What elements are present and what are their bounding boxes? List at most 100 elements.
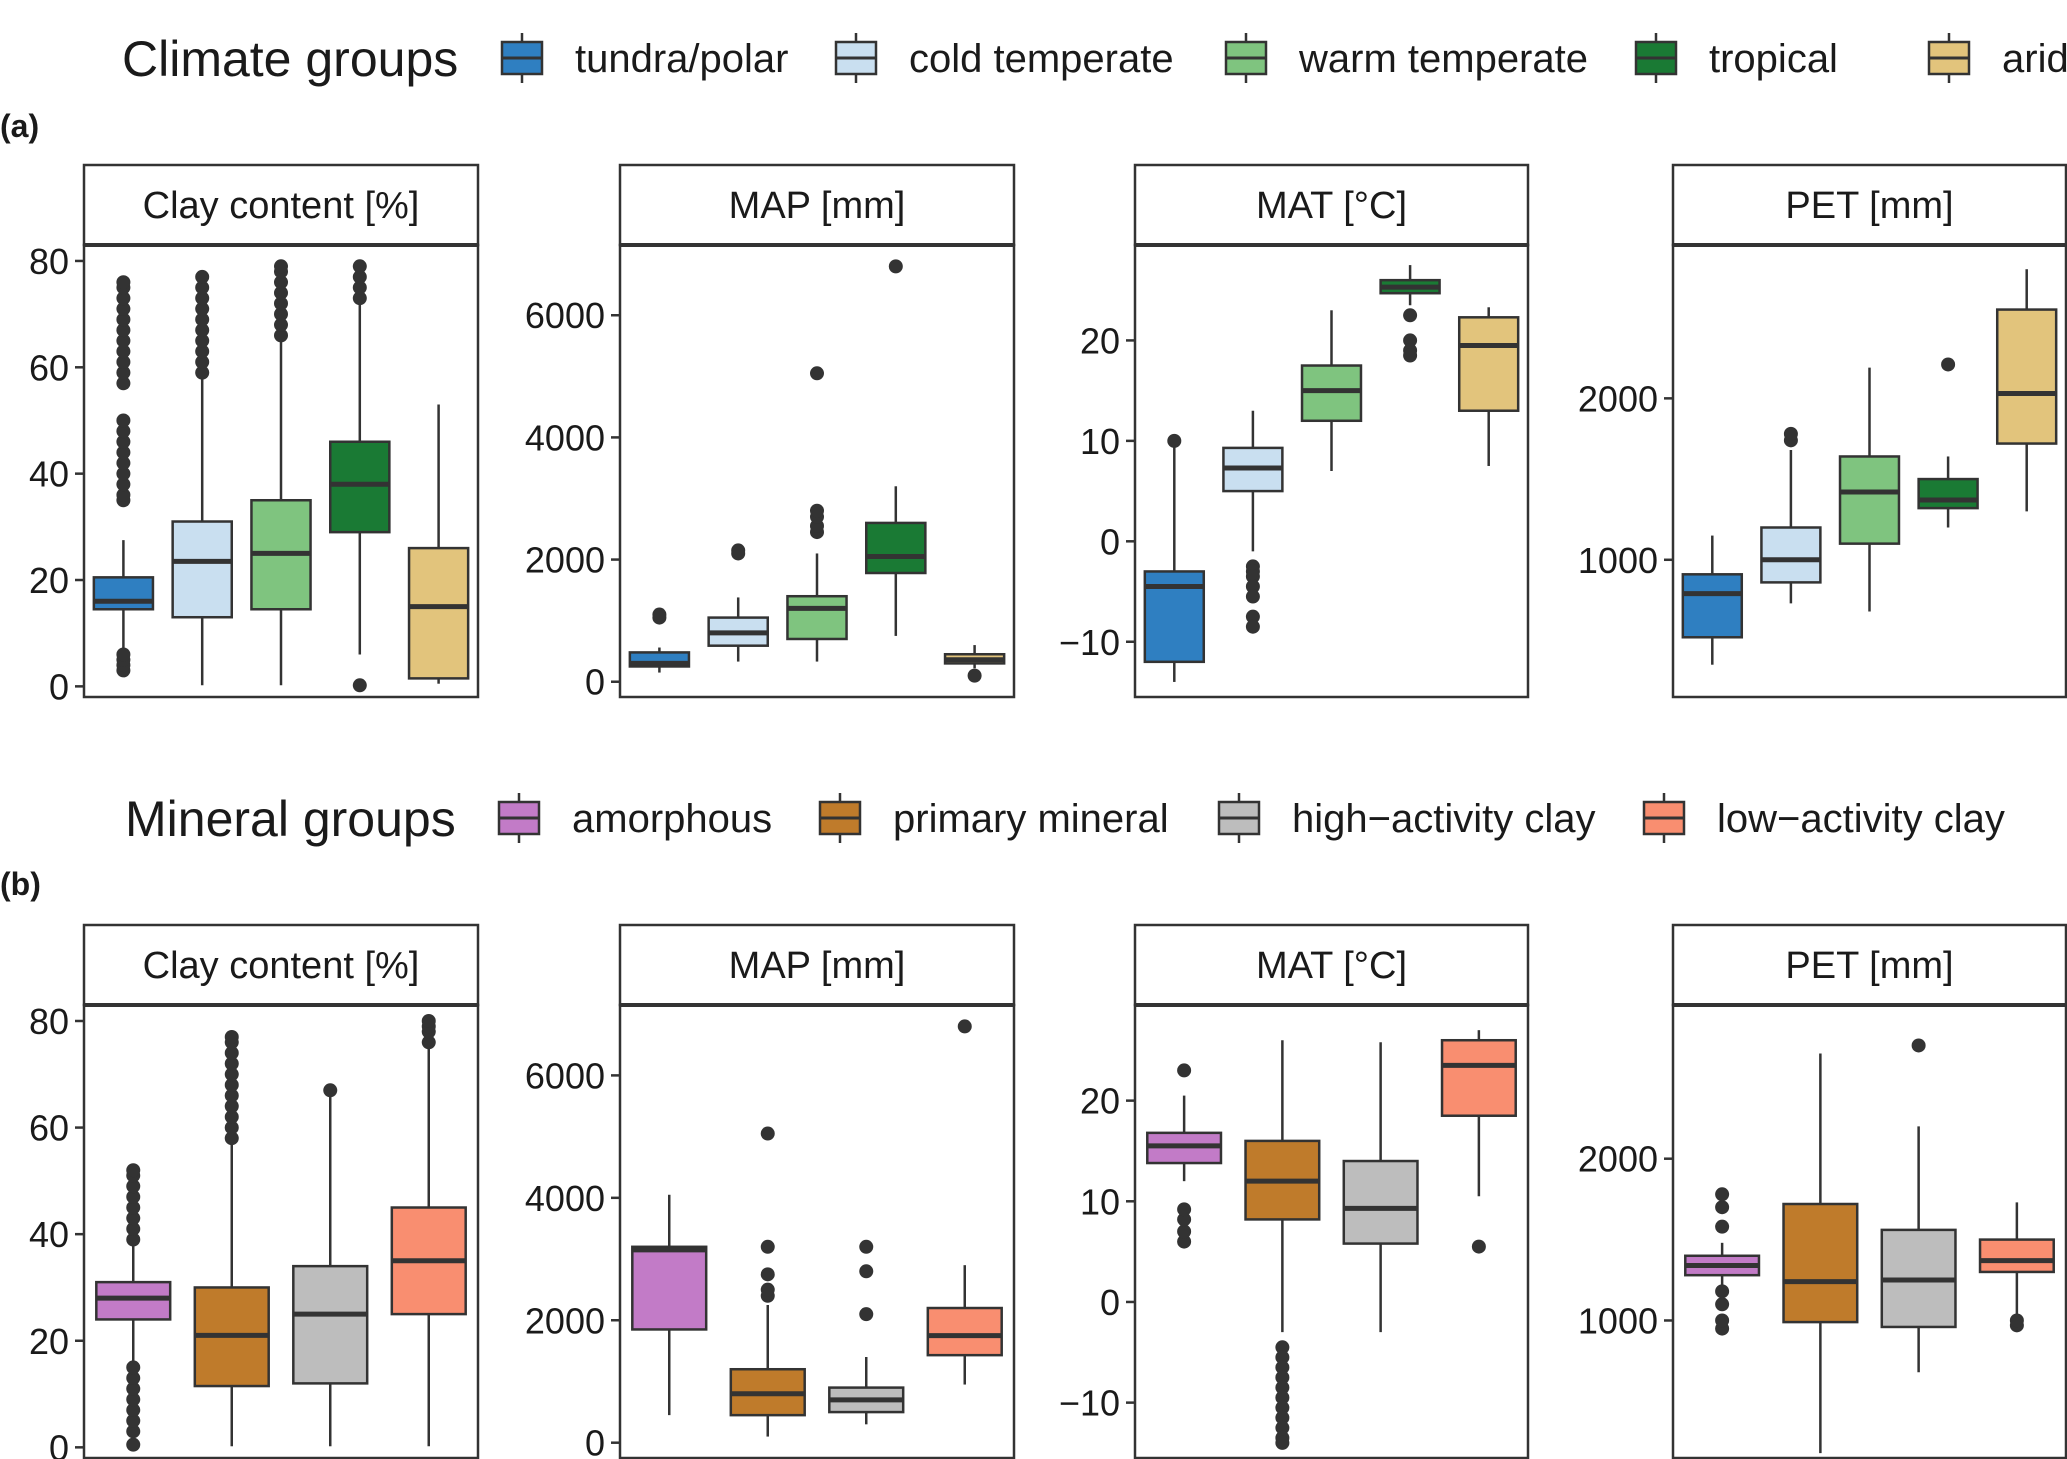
outlier-point [1275,1360,1290,1375]
outlier-point [1275,1390,1290,1405]
box-arid [407,404,470,684]
iqr-box [1300,364,1363,423]
box-primary-mineral [1782,1053,1859,1454]
box-low-activity-clay [926,1019,1003,1385]
facet-strip [1671,163,2067,247]
y-tick-label: 0 [585,662,605,703]
box-cold-temperate [1222,410,1284,634]
facet-map-mm: MAP [mm] 0 2000 4000 6000 [525,923,1016,1459]
legend-label-high-activity-clay: high−activity clay [1292,797,1595,841]
outlier-point [888,259,903,274]
climate-groups-legend: Climate groups tundra/polar cold temperate… [122,31,2067,87]
box-tropical [329,259,391,693]
iqr-box [292,1264,369,1385]
legend-label-cold-temperate: cold temperate [909,37,1174,81]
outlier-point [323,1083,338,1098]
outlier-point [224,1067,239,1082]
box-high-activity-clay [292,1083,369,1447]
outlier-point [116,365,131,380]
outlier-point [224,1099,239,1114]
outlier-point [1783,426,1798,441]
box-primary-mineral [193,1029,270,1447]
outlier-point [195,291,210,306]
outlier-point [116,647,131,662]
outlier-point [1403,348,1418,363]
legend-key-low-activity-clay [1642,793,1686,843]
facet-clay-content: Clay content [%] 0 20 40 60 80 [29,923,480,1459]
box-tropical [1917,357,1979,528]
box-high-activity-clay [828,1239,905,1425]
outlier-point [116,323,131,338]
box-tundra-polar [92,275,155,678]
iqr-box [786,594,848,641]
outlier-point [1275,1435,1290,1450]
outlier-point [116,456,131,471]
facet-title: MAP [mm] [729,185,906,227]
iqr-box [926,1306,1003,1357]
box-primary-mineral [1244,1040,1321,1450]
facet-title: MAP [mm] [729,945,906,987]
outlier-point [224,1077,239,1092]
outlier-point [116,487,131,502]
outlier-point [352,678,367,693]
outlier-point [126,1163,141,1178]
legend-label-low-activity-clay: low−activity clay [1717,797,2005,841]
box-low-activity-clay [390,1013,467,1447]
legend-key-tundra-polar [500,33,544,83]
facet-title: Clay content [%] [143,945,420,987]
outlier-point [810,366,824,381]
outlier-point [859,1264,874,1279]
box-arid [943,645,1006,683]
box-amorphous [95,1163,172,1452]
facet-strip [1133,923,1530,1007]
y-tick-label: 0 [49,666,69,707]
iqr-box [95,1280,172,1321]
box-cold-temperate [171,269,233,686]
outlier-point [352,280,367,295]
outlier-point [1275,1420,1290,1435]
y-tick-label: 2000 [1578,1139,1658,1180]
box-low-activity-clay [1978,1202,2055,1333]
outlier-point [224,1088,239,1103]
iqr-box [1760,526,1822,584]
facet-pet-mm: PET [mm] 1000 2000 [1578,923,2067,1459]
y-tick-label: 1000 [1578,540,1658,581]
y-tick-label: −10 [1059,1383,1120,1424]
outlier-point [1177,1234,1192,1249]
outlier-point [1245,569,1260,584]
iqr-box [1978,1238,2055,1274]
mineral-groups-panels: Clay content [%] 0 20 40 60 80 MAP [mm] 0 2000 40… [29,923,2067,1459]
outlier-point [224,1029,239,1044]
y-tick-label: 20 [29,1321,69,1362]
iqr-box [1440,1038,1517,1117]
outlier-point [421,1035,436,1050]
iqr-box [407,546,470,680]
y-tick-label: 6000 [525,1055,605,1096]
facet-strip [618,163,1016,247]
outlier-point [126,1221,141,1236]
iqr-box [92,576,155,611]
outlier-point [1471,1239,1486,1254]
outlier-point [1245,619,1260,634]
outlier-point [126,1437,141,1452]
outlier-point [126,1371,141,1386]
iqr-box [1457,316,1520,412]
outlier-point [1715,1187,1730,1202]
iqr-box [1917,477,1979,510]
outlier-point [116,312,131,327]
outlier-point [116,424,131,439]
outlier-point [195,269,210,284]
box-arid [1457,307,1520,466]
facet-strip [618,923,1016,1007]
outlier-point [224,1120,239,1135]
outlier-point [224,1056,239,1071]
facet-mat-c: MAT [°C] −10 0 10 20 [1059,163,1530,699]
y-tick-label: 2000 [525,540,605,581]
outlier-point [760,1282,775,1297]
legend-label-tundra-polar: tundra/polar [575,37,788,81]
legend-label-arid: arid [2002,37,2067,81]
iqr-box [329,440,391,534]
facet-pet-mm: PET [mm] 1000 2000 [1578,163,2067,699]
outlier-point [116,445,131,460]
y-tick-label: 0 [1100,1282,1120,1323]
